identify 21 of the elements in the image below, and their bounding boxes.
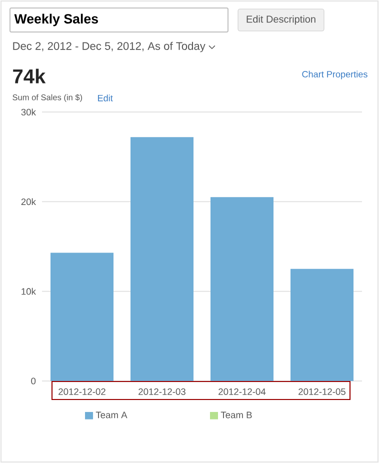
legend-label: Team B: [220, 412, 252, 418]
bar: [210, 197, 274, 381]
x-tick-label: 2012-12-04: [218, 388, 266, 395]
chart-subtitle: Dec 2, 2012 - Dec 5, 2012, As of Today: [13, 42, 206, 52]
y-tick-label: 0: [31, 378, 36, 384]
y-axis-title: Sum of Sales (in $): [12, 94, 82, 102]
text: Edit: [98, 94, 113, 102]
text: 74k: [13, 68, 46, 84]
bar: [290, 268, 354, 381]
legend-label: Team A: [96, 412, 128, 418]
x-tick-label: 2012-12-05: [298, 388, 346, 395]
bar: [130, 137, 194, 381]
bar: [50, 252, 114, 381]
x-tick-label: 2012-12-02: [58, 388, 106, 395]
y-tick-label: 20k: [21, 198, 36, 206]
x-tick-label: 2012-12-03: [138, 388, 186, 395]
text: Chart Properties: [302, 70, 368, 80]
y-tick-label: 10k: [22, 288, 36, 295]
text: Edit Description: [246, 15, 316, 25]
chart-title: Weekly Sales: [14, 14, 98, 26]
y-tick-label: 30k: [21, 108, 36, 116]
